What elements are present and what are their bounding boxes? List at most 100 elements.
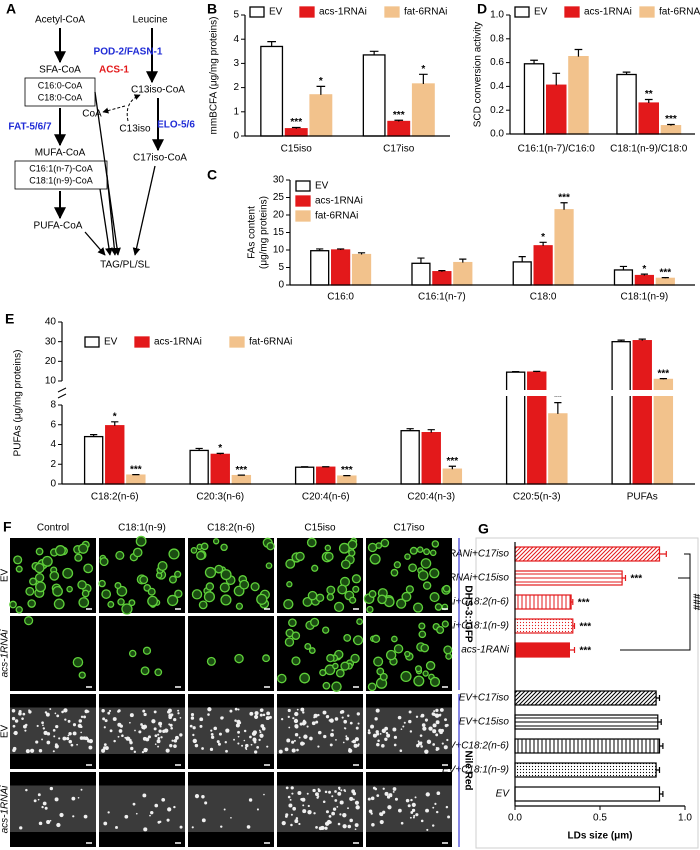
lipid-droplet [291,740,295,744]
error-bar [659,551,667,557]
lipid-droplet [174,570,182,578]
lipid-droplet [443,745,448,750]
lipid-droplet [54,712,57,715]
lipid-droplet [331,811,335,816]
lipid-droplet [154,668,163,677]
lipid-droplet [325,810,329,814]
error-bar [644,98,653,104]
bar [105,425,125,485]
lipid-droplet [52,585,63,597]
lipid-droplet [130,746,134,751]
y-tick-label: acs-1RNAi+C15iso [424,573,509,584]
significance-label: * [541,232,545,243]
lipid-droplet [49,708,52,711]
lipid-droplet [343,727,346,729]
lipid-droplet [318,826,323,831]
lipid-droplet [158,721,163,726]
lipid-droplet [43,730,48,735]
lipid-droplet [177,712,180,715]
panel-label: E [5,311,14,327]
legend-swatch [229,336,245,348]
significance-label: *** [341,465,353,476]
lipid-droplet [356,712,360,716]
lipid-droplet [88,745,93,750]
lipid-droplet [49,786,54,791]
bar [421,431,441,485]
y-tick-label: 10 [273,245,285,256]
lipid-droplet [347,824,352,829]
lipid-droplet [372,733,377,738]
lipid-droplet [385,731,389,735]
column-label: C18:2(n-6) [207,523,255,534]
lipid-droplet [341,716,344,719]
error-bar [659,378,667,380]
lipid-droplet [101,748,106,753]
y-tick-label: 0 [233,131,239,142]
lipid-droplet [249,735,252,739]
significance-label: *** [578,598,590,609]
lipid-droplet [375,542,383,549]
micrograph [98,535,185,615]
lipid-droplet [248,798,253,802]
row-label: EV [0,725,11,739]
lipid-droplet [431,712,435,716]
node: C13iso-CoA [131,85,185,96]
lipid-droplet [334,717,339,721]
lipid-droplet [78,597,90,608]
lipid-droplet [384,791,389,796]
lipid-droplet [384,726,389,731]
lipid-droplet [322,800,326,804]
lipid-droplet [323,734,327,739]
lipid-droplet [177,709,180,712]
y-tick-label: 1 [233,106,239,117]
y-tick-label: EV+C15iso [459,717,510,728]
lipid-droplet [179,733,183,737]
legend-swatch [295,210,311,222]
lipid-droplet [19,826,23,830]
lipid-droplet [142,709,146,713]
bar [514,618,574,634]
lipid-droplet [53,598,65,610]
lipid-droplet [368,809,373,814]
lipid-droplet [70,743,74,747]
lipid-droplet [42,727,46,730]
lipid-droplet [143,827,148,832]
lipid-droplet [173,805,176,809]
lipid-droplet [306,792,309,795]
lipid-droplet [376,667,385,676]
lipid-droplet [29,577,38,586]
lipid-droplet [337,584,348,595]
lipid-droplet [107,600,115,608]
lipid-droplet [286,581,293,588]
lipid-droplet [117,735,120,738]
lipid-droplet [382,787,385,790]
lipid-droplet [192,733,195,737]
lipid-droplet [397,715,402,720]
legend-label: fat-6RNAi [659,7,700,18]
x-tick-label: C15iso [281,144,313,155]
node: Leucine [132,15,167,26]
bar [126,474,146,485]
lipid-droplet [103,726,106,729]
lipid-droplet [315,593,325,602]
lipid-droplet [352,798,355,801]
lipid-droplet [432,723,437,728]
lipid-droplet [347,807,349,810]
lipid-droplet [41,721,44,725]
lipid-droplet [54,744,59,749]
lipid-droplet [190,716,195,720]
lipid-droplet [420,558,432,569]
lipid-droplet [74,553,83,562]
lipid-droplet [420,741,423,744]
lipid-droplet [354,828,357,831]
lipid-droplet [420,643,430,653]
lipid-droplet [371,823,375,827]
lipid-droplet [220,594,232,606]
lipid-droplet [288,618,297,628]
x-tick-label: 0.0 [508,813,522,824]
lipid-droplet [243,729,247,733]
lipid-droplet [191,826,194,829]
lipid-droplet [24,729,27,732]
lipid-droplet [317,789,321,793]
lipid-droplet [220,543,228,552]
